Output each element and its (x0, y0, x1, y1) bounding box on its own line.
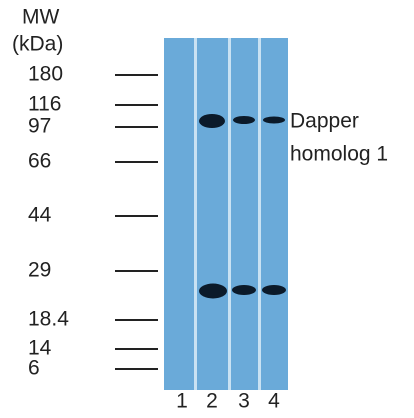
marker-label: 66 (28, 150, 51, 173)
lane-separator (194, 38, 197, 390)
band (199, 284, 227, 299)
lane-label: 3 (238, 390, 250, 413)
header-kda: (kDa) (12, 33, 63, 56)
marker-label: 6 (28, 357, 40, 380)
lane-separator (258, 38, 261, 390)
band (263, 117, 285, 124)
lane-label: 2 (206, 390, 218, 413)
lane-label: 4 (268, 390, 280, 413)
blot-membrane (164, 38, 288, 390)
header-mw: MW (22, 6, 59, 29)
lane-separator (228, 38, 231, 390)
annotation-line2: homolog 1 (290, 143, 388, 166)
marker-label: 18.4 (28, 308, 69, 331)
marker-label: 116 (28, 93, 61, 116)
marker-label: 180 (28, 63, 63, 86)
band (232, 285, 256, 295)
marker-label: 29 (28, 259, 51, 282)
western-blot-figure: MW (kDa) Dapper homolog 1 180 11697 66 44 29… (0, 0, 414, 413)
marker-label: 44 (28, 204, 52, 227)
marker-label: 97 (28, 115, 51, 138)
band (262, 285, 286, 295)
annotation-line1: Dapper (290, 110, 359, 133)
band (199, 114, 225, 128)
lane-label: 1 (176, 390, 188, 413)
band (233, 116, 255, 124)
